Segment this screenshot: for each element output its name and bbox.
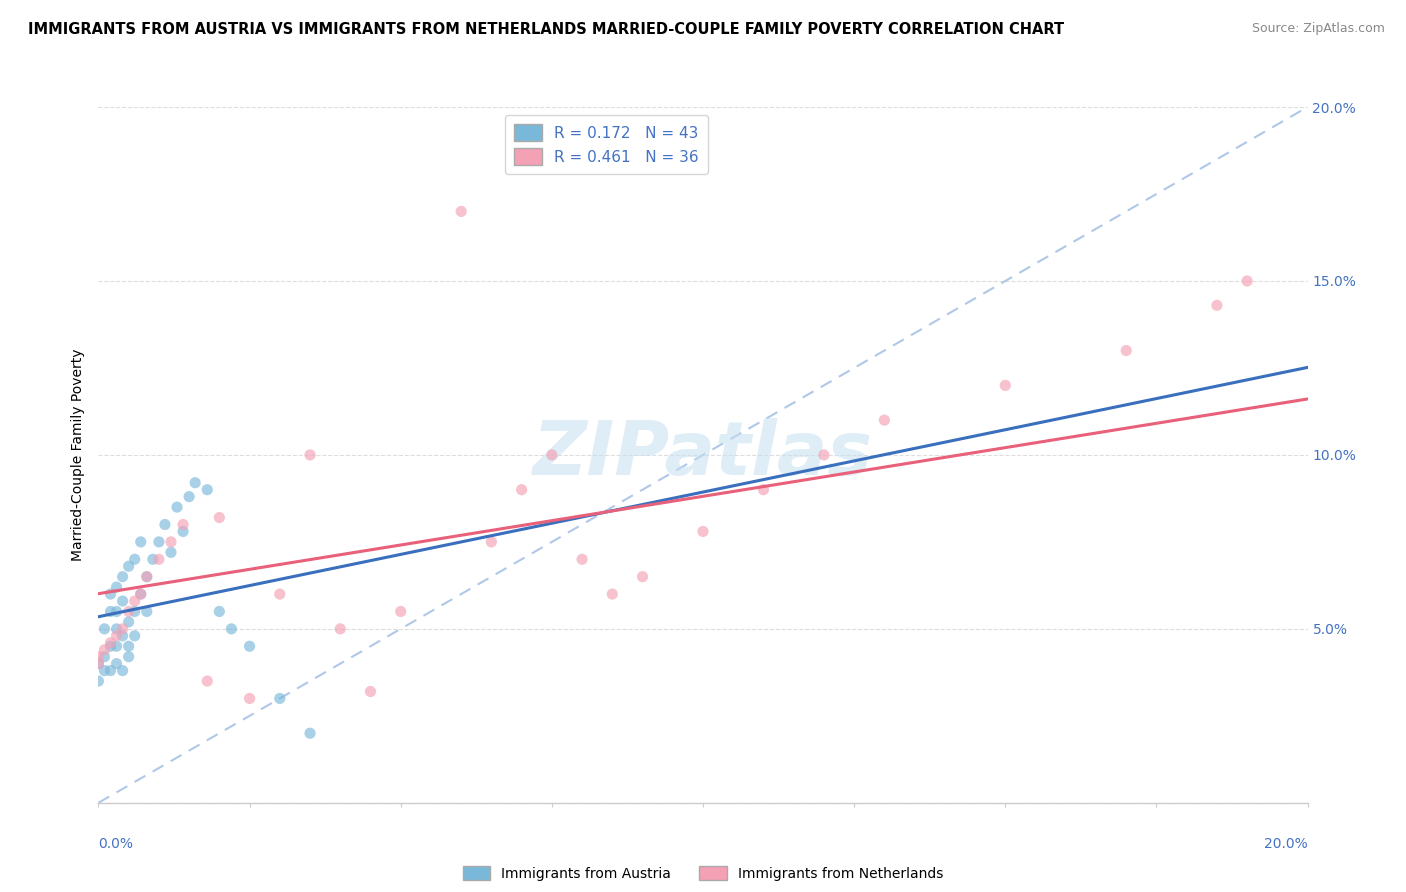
Point xyxy=(124,594,146,608)
Point xyxy=(329,622,352,636)
Point xyxy=(172,517,194,532)
Point xyxy=(124,629,146,643)
Point xyxy=(142,552,165,566)
Point xyxy=(360,684,382,698)
Point xyxy=(111,570,134,584)
Point xyxy=(160,545,183,559)
Point xyxy=(129,534,152,549)
Point xyxy=(692,524,714,539)
Point xyxy=(111,594,134,608)
Point xyxy=(93,642,115,657)
Point xyxy=(124,552,146,566)
Point xyxy=(100,636,122,650)
Point xyxy=(752,483,775,497)
Point xyxy=(129,587,152,601)
Point xyxy=(118,559,141,574)
Point xyxy=(389,605,412,619)
Point xyxy=(813,448,835,462)
Point xyxy=(239,691,262,706)
Point xyxy=(540,448,562,462)
Point xyxy=(118,615,141,629)
Point xyxy=(299,448,322,462)
Point xyxy=(135,605,157,619)
Point xyxy=(118,605,141,619)
Text: ZIPatlas: ZIPatlas xyxy=(533,418,873,491)
Point xyxy=(177,490,201,504)
Point xyxy=(153,517,176,532)
Text: 20.0%: 20.0% xyxy=(1264,837,1308,851)
Point xyxy=(195,483,218,497)
Point xyxy=(1115,343,1137,358)
Point xyxy=(111,664,134,678)
Y-axis label: Married-Couple Family Poverty: Married-Couple Family Poverty xyxy=(70,349,84,561)
Point xyxy=(873,413,896,427)
Point xyxy=(239,639,262,653)
Text: Source: ZipAtlas.com: Source: ZipAtlas.com xyxy=(1251,22,1385,36)
Point xyxy=(450,204,472,219)
Point xyxy=(100,639,122,653)
Point xyxy=(195,674,218,689)
Point xyxy=(172,524,194,539)
Point xyxy=(1236,274,1258,288)
Point xyxy=(87,649,110,664)
Point xyxy=(208,510,231,524)
Text: IMMIGRANTS FROM AUSTRIA VS IMMIGRANTS FROM NETHERLANDS MARRIED-COUPLE FAMILY POV: IMMIGRANTS FROM AUSTRIA VS IMMIGRANTS FR… xyxy=(28,22,1064,37)
Point xyxy=(510,483,533,497)
Point xyxy=(994,378,1017,392)
Point xyxy=(208,605,231,619)
Point xyxy=(135,570,157,584)
Point xyxy=(105,629,128,643)
Point xyxy=(299,726,322,740)
Point xyxy=(1206,298,1229,312)
Point xyxy=(111,629,134,643)
Point xyxy=(129,587,152,601)
Point xyxy=(166,500,188,514)
Point xyxy=(135,570,157,584)
Point xyxy=(160,534,183,549)
Point xyxy=(602,587,624,601)
Point xyxy=(118,649,141,664)
Point xyxy=(111,622,134,636)
Point xyxy=(105,657,128,671)
Point xyxy=(481,534,503,549)
Point xyxy=(631,570,654,584)
Point xyxy=(93,622,115,636)
Point xyxy=(105,639,128,653)
Point xyxy=(269,587,291,601)
Point xyxy=(87,657,110,671)
Point xyxy=(87,674,110,689)
Point xyxy=(93,649,115,664)
Point xyxy=(148,534,170,549)
Legend: Immigrants from Austria, Immigrants from Netherlands: Immigrants from Austria, Immigrants from… xyxy=(457,861,949,887)
Point xyxy=(87,657,110,671)
Point xyxy=(571,552,593,566)
Point xyxy=(100,664,122,678)
Text: 0.0%: 0.0% xyxy=(98,837,134,851)
Point xyxy=(100,605,122,619)
Point xyxy=(184,475,207,490)
Point xyxy=(105,605,128,619)
Point xyxy=(100,587,122,601)
Point xyxy=(93,664,115,678)
Point xyxy=(221,622,243,636)
Point xyxy=(118,639,141,653)
Point xyxy=(269,691,291,706)
Point xyxy=(105,622,128,636)
Point xyxy=(148,552,170,566)
Point xyxy=(105,580,128,594)
Point xyxy=(124,605,146,619)
